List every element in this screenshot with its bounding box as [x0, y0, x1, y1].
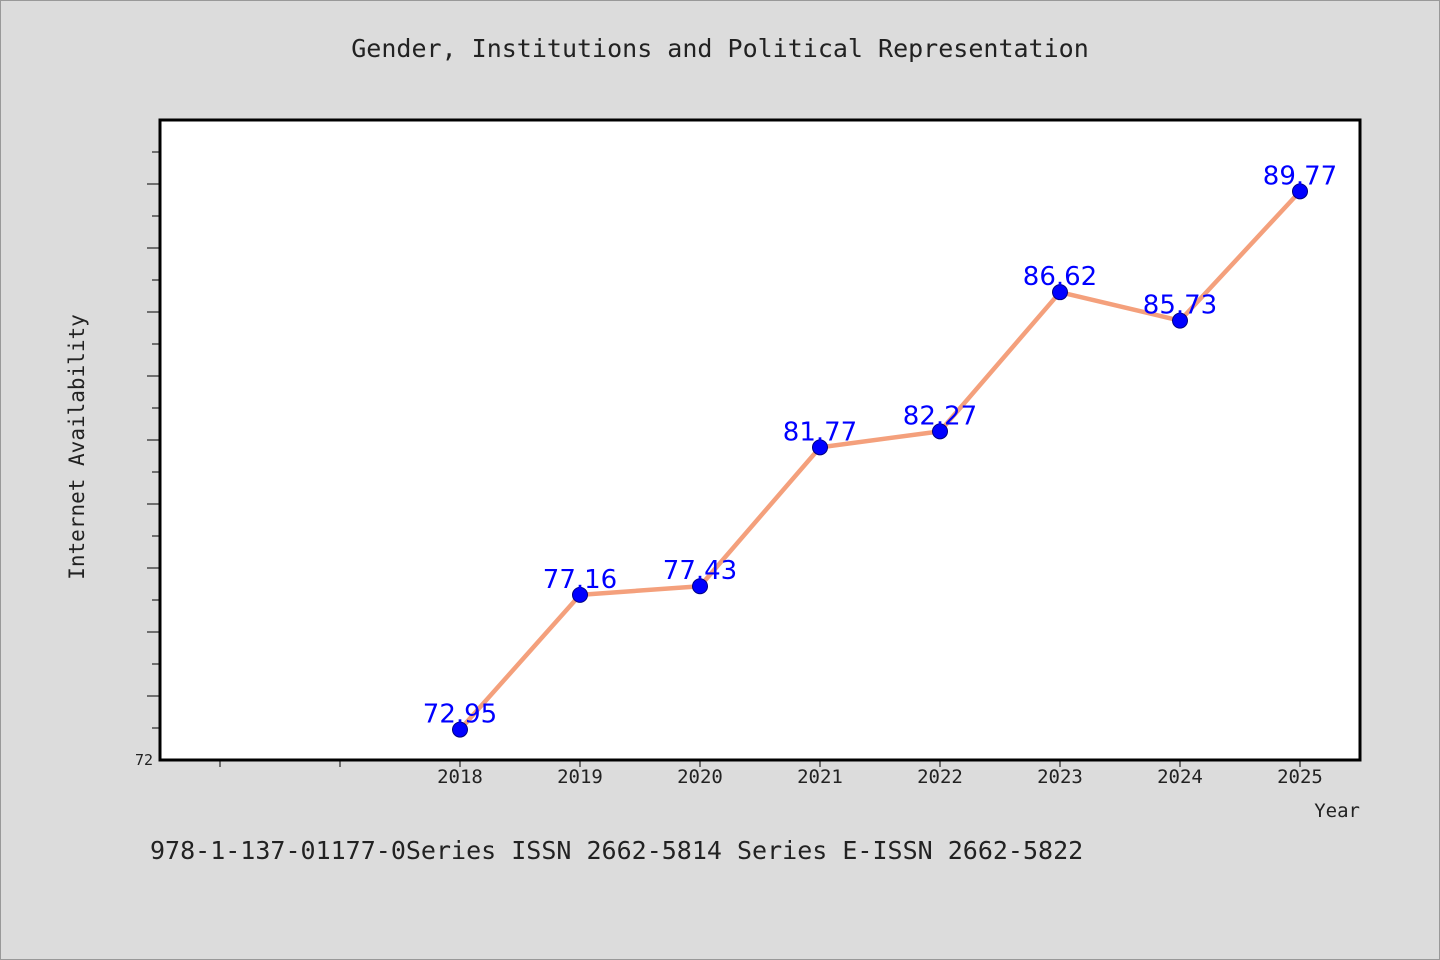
- data-point: [452, 721, 468, 738]
- plot-area: [158, 118, 1362, 762]
- footer-text: 978-1-137-01177-0Series ISSN 2662-5814 S…: [150, 836, 1084, 865]
- data-point: [692, 578, 708, 595]
- y-axis-ticks: [147, 151, 160, 729]
- x-tick-label: 2020: [677, 766, 723, 788]
- x-tick-label: 2024: [1157, 766, 1203, 788]
- data-point: [1292, 183, 1308, 200]
- x-axis-label: Year: [1314, 800, 1360, 822]
- x-tick-label: 2025: [1277, 766, 1323, 788]
- x-tick-label: 2019: [557, 766, 603, 788]
- x-tick-label: 2021: [797, 766, 843, 788]
- data-label: 77.43: [663, 556, 737, 586]
- data-label: 82.27: [903, 401, 977, 431]
- data-point: [932, 423, 948, 440]
- data-label: 89.77: [1263, 161, 1337, 191]
- data-point: [1172, 312, 1188, 329]
- data-label: 77.16: [543, 565, 617, 595]
- data-point: [1052, 284, 1068, 301]
- data-point: [572, 586, 588, 603]
- x-tick-label: 2022: [917, 766, 963, 788]
- series-line: [457, 189, 1303, 732]
- data-label: 72.95: [423, 700, 497, 730]
- chart-title: Gender, Institutions and Political Repre…: [351, 34, 1089, 63]
- data-label: 81.77: [783, 417, 857, 447]
- x-tick-label: 2018: [437, 766, 483, 788]
- data-point: [812, 439, 828, 456]
- x-tick-label: 2023: [1037, 766, 1083, 788]
- series-layer: 72.95 77.16 77.43 81.77 82.27 86.62 85.73 89.77: [423, 161, 1337, 738]
- data-label: 86.62: [1023, 262, 1097, 292]
- x-axis-ticks: 2018 2019 2020 2021 2022 2023 2024 2025: [219, 760, 1323, 788]
- data-label: 85.73: [1143, 291, 1217, 321]
- y-axis-tick-label: 72: [135, 751, 153, 769]
